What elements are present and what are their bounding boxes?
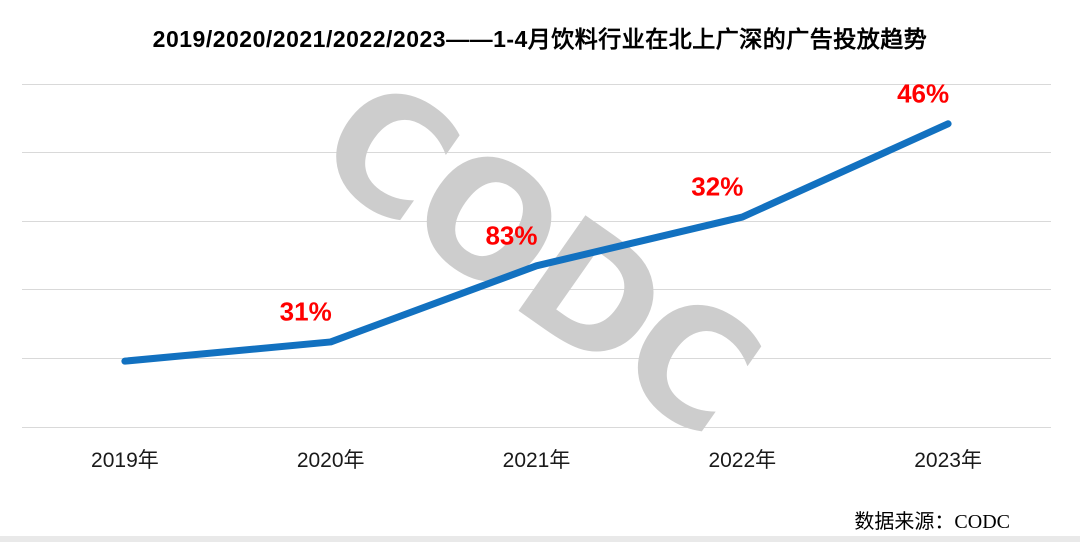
bottom-strip xyxy=(0,536,1080,542)
chart-title: 2019/2020/2021/2022/2023——1-4月饮料行业在北上广深的… xyxy=(152,26,928,52)
plot-area: CODC 31% 83% 32% 46% xyxy=(22,41,1051,470)
trend-line-svg xyxy=(121,120,952,365)
growth-label-2023年: 46% xyxy=(897,78,950,109)
growth-label-2022年: 32% xyxy=(691,171,744,202)
source-note: 数据来源：CODC xyxy=(854,511,1010,533)
x-axis: 2019年 2020年 2021年 2022年 2023年 xyxy=(22,444,1051,474)
growth-label-2020年: 31% xyxy=(279,296,332,327)
gridline xyxy=(22,152,1051,154)
gridline xyxy=(22,357,1051,359)
x-axis-label-2021年: 2021年 xyxy=(502,449,571,472)
gridline xyxy=(22,220,1051,222)
gridline xyxy=(22,83,1051,85)
gridline xyxy=(22,289,1051,291)
x-axis-label-2022年: 2022年 xyxy=(708,449,777,472)
trend-line xyxy=(121,120,952,365)
x-axis-label-2023年: 2023年 xyxy=(914,449,982,472)
growth-label-2021年: 83% xyxy=(485,220,538,251)
x-axis-label-2020年: 2020年 xyxy=(296,449,365,472)
gridline xyxy=(22,426,1051,428)
x-axis-label-2019年: 2019年 xyxy=(91,449,159,472)
